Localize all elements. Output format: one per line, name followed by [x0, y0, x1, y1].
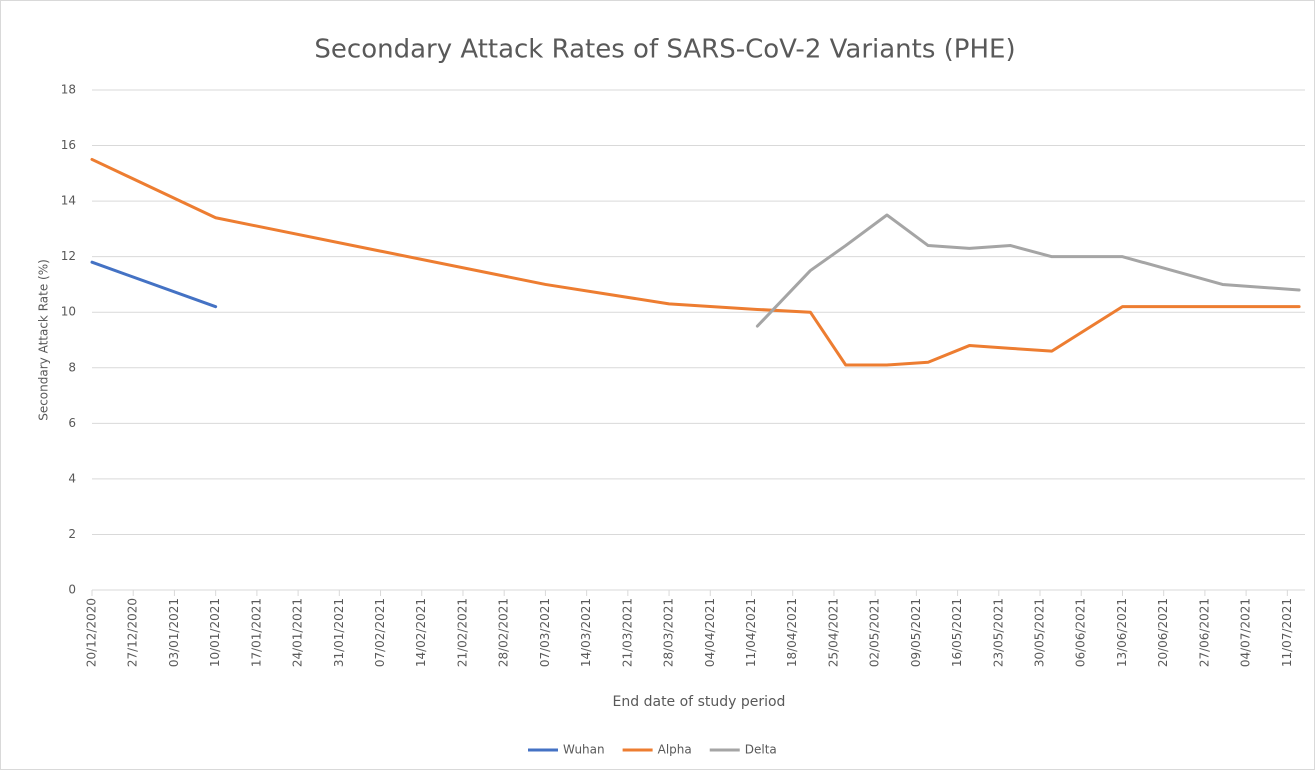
x-tick-label: 28/03/2021	[662, 598, 676, 667]
y-tick-label: 4	[68, 471, 76, 485]
x-tick-label: 02/05/2021	[868, 598, 882, 667]
x-tick-label: 14/02/2021	[414, 598, 428, 667]
x-tick-label: 24/01/2021	[291, 598, 305, 667]
x-tick-label: 27/06/2021	[1197, 598, 1211, 667]
x-tick-label: 03/01/2021	[167, 598, 181, 667]
x-tick-label: 31/01/2021	[332, 598, 346, 667]
y-tick-label: 12	[61, 249, 76, 263]
x-tick-label: 04/07/2021	[1239, 598, 1253, 667]
x-tick-label: 23/05/2021	[991, 598, 1005, 667]
legend-label: Alpha	[658, 743, 692, 757]
x-tick-label: 28/02/2021	[497, 598, 511, 667]
y-tick-label: 2	[68, 527, 76, 541]
x-tick-label: 10/01/2021	[208, 598, 222, 667]
x-tick-label: 11/07/2021	[1280, 598, 1294, 667]
series-line	[90, 260, 218, 309]
x-tick-label: 25/04/2021	[826, 598, 840, 667]
y-tick-label: 10	[61, 305, 76, 319]
y-tick-label: 18	[61, 83, 76, 97]
x-tick-label: 30/05/2021	[1033, 598, 1047, 667]
legend-label: Wuhan	[563, 743, 605, 757]
legend-label: Delta	[745, 743, 777, 757]
x-tick-label: 21/02/2021	[455, 598, 469, 667]
x-tick-label: 16/05/2021	[950, 598, 964, 667]
y-tick-label: 16	[61, 138, 76, 152]
x-axis-label: End date of study period	[613, 694, 786, 710]
y-tick-label: 14	[61, 194, 76, 208]
x-tick-label: 13/06/2021	[1115, 598, 1129, 667]
x-tick-label: 07/03/2021	[538, 598, 552, 667]
x-tick-label: 07/02/2021	[373, 598, 387, 667]
x-tick-label: 17/01/2021	[249, 598, 263, 667]
y-axis-label: Secondary Attack Rate (%)	[37, 259, 51, 421]
x-tick-label: 18/04/2021	[785, 598, 799, 667]
x-tick-label: 14/03/2021	[579, 598, 593, 667]
y-tick-label: 8	[68, 360, 76, 374]
y-tick-label: 0	[68, 583, 76, 597]
chart-title: Secondary Attack Rates of SARS-CoV-2 Var…	[314, 35, 1015, 65]
y-tick-label: 6	[68, 416, 76, 430]
x-tick-label: 27/12/2020	[126, 598, 140, 667]
x-tick-label: 09/05/2021	[909, 598, 923, 667]
x-tick-label: 06/06/2021	[1074, 598, 1088, 667]
series-line	[90, 157, 1301, 367]
series-line	[755, 213, 1301, 328]
x-tick-label: 20/06/2021	[1156, 598, 1170, 667]
x-tick-label: 04/04/2021	[703, 598, 717, 667]
x-tick-label: 21/03/2021	[620, 598, 634, 667]
x-tick-label: 20/12/2020	[85, 598, 99, 667]
x-tick-label: 11/04/2021	[744, 598, 758, 667]
